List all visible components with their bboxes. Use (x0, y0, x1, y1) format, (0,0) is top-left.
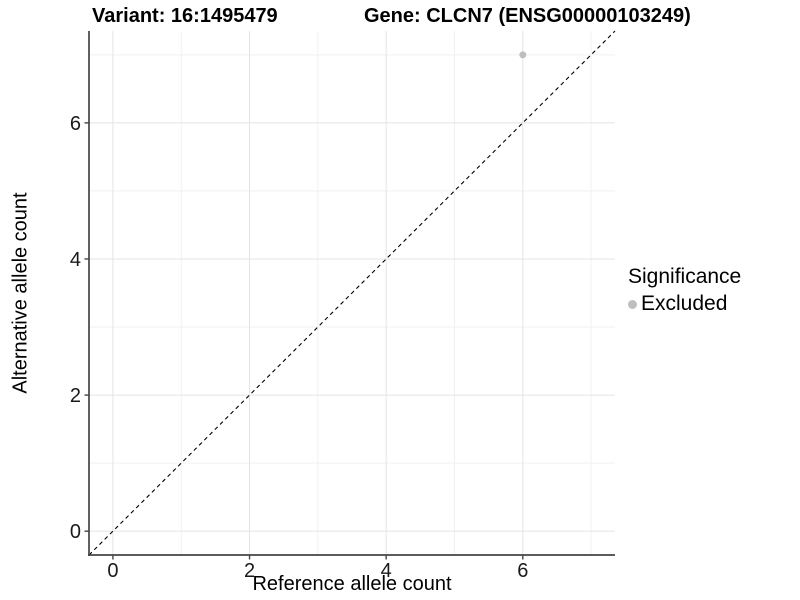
legend-point-icon (628, 299, 637, 309)
y-tick-label: 4 (70, 249, 81, 271)
x-tick-label: 4 (381, 560, 392, 582)
x-tick-label: 6 (517, 560, 528, 582)
y-tick-label: 0 (70, 521, 81, 543)
y-tick-label: 2 (70, 385, 81, 407)
variant-title: Variant: 16:1495479 (92, 5, 278, 27)
x-tick-label: 0 (107, 560, 118, 582)
y-tick-label: 6 (70, 113, 81, 135)
y-axis-label: Alternative allele count (9, 192, 32, 394)
legend-item-excluded: Excluded (628, 292, 741, 316)
gene-title: Gene: CLCN7 (ENSG00000103249) (364, 5, 691, 27)
x-axis-label: Reference allele count (252, 573, 452, 595)
legend-item-label: Excluded (641, 292, 728, 315)
legend-title: Significance (628, 265, 742, 288)
legend: Significance Excluded (628, 265, 741, 316)
x-tick-label: 2 (244, 560, 255, 582)
data-point (519, 51, 527, 59)
identity-dashed-line (88, 30, 616, 556)
